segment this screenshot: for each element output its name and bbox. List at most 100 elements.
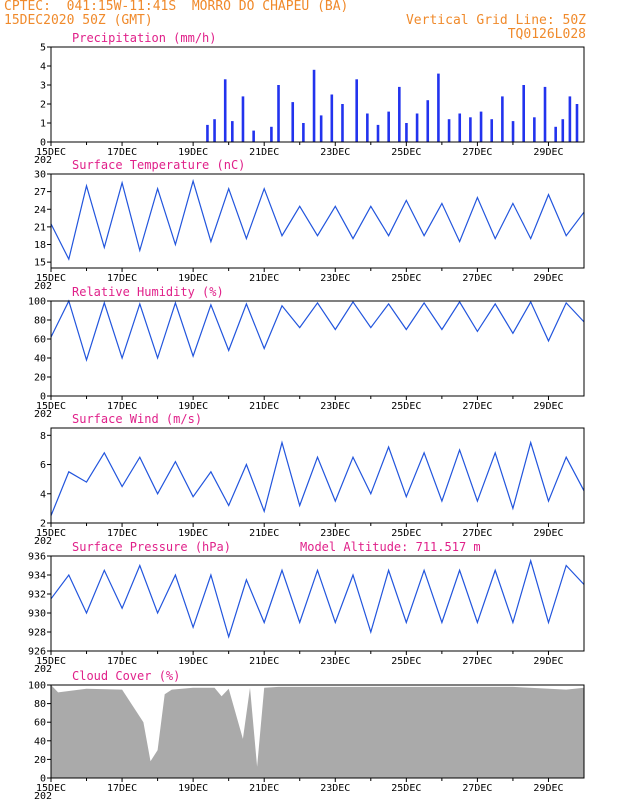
x-tick-label: 27DEC <box>462 528 492 539</box>
x-tick-label: 15DEC <box>36 401 66 412</box>
precip-bar <box>206 124 209 142</box>
plot-frame <box>50 684 585 779</box>
y-tick-label: 932 <box>28 590 46 601</box>
x-tick-label: 21DEC <box>249 656 279 667</box>
x-tick-label: 17DEC <box>107 783 137 794</box>
x-tick-label: 29DEC <box>533 656 563 667</box>
y-tick-label: 21 <box>34 222 46 233</box>
precip-bar <box>223 79 227 142</box>
x-tick-label: 21DEC <box>249 147 279 158</box>
x-tick-label: 19DEC <box>178 528 208 539</box>
panel-title: Surface Pressure (hPa) <box>72 540 231 554</box>
precip-bar <box>252 130 255 142</box>
precip-bar <box>341 104 344 142</box>
plot-frame <box>50 173 585 269</box>
precip-bar <box>533 117 536 142</box>
y-tick-label: 6 <box>40 460 46 471</box>
panel-title: Cloud Cover (%) <box>72 669 180 683</box>
y-tick-label: 40 <box>34 354 46 365</box>
x-tick-label: 23DEC <box>320 656 350 667</box>
precip-bar <box>522 85 525 142</box>
y-tick-label: 80 <box>34 699 46 710</box>
x-tick-label: 29DEC <box>533 401 563 412</box>
x-tick-label: 25DEC <box>391 147 421 158</box>
y-tick-label: 8 <box>40 431 46 442</box>
y-tick-label: 5 <box>40 43 46 54</box>
x-tick-label: 25DEC <box>391 528 421 539</box>
y-tick-label: 1 <box>40 119 46 130</box>
precip-bar <box>312 69 316 142</box>
x-tick-label: 23DEC <box>320 401 350 412</box>
panel-title: Precipitation (mm/h) <box>72 31 217 45</box>
precip-bar <box>291 102 295 142</box>
y-tick-label: 926 <box>28 647 46 658</box>
panel-4: Surface Pressure (hPa) Model Altitude: 71… <box>28 540 585 675</box>
series-line <box>50 299 585 362</box>
y-tick-label: 0 <box>40 774 46 785</box>
x-tick-label: 21DEC <box>249 528 279 539</box>
x-tick-label: 29DEC <box>533 783 563 794</box>
panel-2: Relative Humidity (%) 0 20 40 60 80 100 15DEC 17… <box>28 285 585 420</box>
x-year-label: 202 <box>34 791 52 800</box>
x-tick-label: 19DEC <box>178 147 208 158</box>
precip-bar <box>330 94 334 142</box>
y-tick-label: 2 <box>40 519 46 530</box>
x-tick-label: 25DEC <box>391 783 421 794</box>
plot-frame <box>50 555 585 652</box>
y-tick-label: 4 <box>40 489 46 500</box>
precip-bar <box>426 100 430 142</box>
x-tick-label: 27DEC <box>462 273 492 284</box>
x-tick-label: 29DEC <box>533 528 563 539</box>
precip-bar <box>437 73 440 142</box>
plot-frame <box>50 46 585 143</box>
precip-bar <box>501 96 504 142</box>
x-tick-label: 19DEC <box>178 656 208 667</box>
x-tick-label: 27DEC <box>462 147 492 158</box>
precip-bar <box>277 85 280 142</box>
x-tick-label: 17DEC <box>107 656 137 667</box>
y-tick-label: 0 <box>40 392 46 403</box>
y-tick-label: 27 <box>34 187 46 198</box>
header-run-time: 15DEC2020 50Z (GMT) <box>4 13 153 28</box>
y-tick-label: 100 <box>28 297 46 308</box>
x-tick-label: 17DEC <box>107 273 137 284</box>
x-tick-label: 23DEC <box>320 783 350 794</box>
y-tick-label: 60 <box>34 335 46 346</box>
panel-title: Surface Temperature (nC) <box>72 158 245 172</box>
x-tick-label: 19DEC <box>178 273 208 284</box>
precip-bar <box>575 104 579 142</box>
x-tick-label: 27DEC <box>462 783 492 794</box>
series-line <box>50 178 585 261</box>
precip-bar <box>231 121 234 142</box>
precip-bar <box>568 96 572 142</box>
precip-bar <box>479 111 483 142</box>
y-tick-label: 24 <box>34 205 46 216</box>
plot-frame <box>50 427 585 524</box>
x-tick-label: 17DEC <box>107 528 137 539</box>
x-tick-label: 25DEC <box>391 273 421 284</box>
y-tick-label: 18 <box>34 240 46 251</box>
series-line <box>50 440 585 516</box>
header-location: CPTEC: 041:15W-11:41S MORRO DO CHAPEU (B… <box>4 0 349 14</box>
header-grid-line: Vertical Grid Line: 50Z <box>405 13 586 28</box>
x-year-label: 202 <box>34 664 52 675</box>
y-tick-label: 930 <box>28 609 46 620</box>
precip-bar <box>405 123 408 142</box>
precip-bar <box>511 121 515 142</box>
x-tick-label: 29DEC <box>533 273 563 284</box>
precip-bar <box>469 117 472 142</box>
y-tick-label: 934 <box>28 571 46 582</box>
y-tick-label: 20 <box>34 755 46 766</box>
x-tick-label: 25DEC <box>391 656 421 667</box>
panel-title: Relative Humidity (%) <box>72 285 224 299</box>
precip-bar <box>302 123 305 142</box>
x-tick-label: 21DEC <box>249 401 279 412</box>
precip-bar <box>355 79 358 142</box>
panel-1: Surface Temperature (nC) 15 18 21 24 27 30 15DE… <box>34 158 585 292</box>
precip-bar <box>376 124 380 142</box>
x-tick-label: 19DEC <box>178 783 208 794</box>
x-tick-label: 21DEC <box>249 273 279 284</box>
precip-bar <box>319 115 323 142</box>
panel-0: Precipitation (mm/h) 0 1 2 3 4 5 15DEC 17DEC 19DE… <box>34 31 585 166</box>
